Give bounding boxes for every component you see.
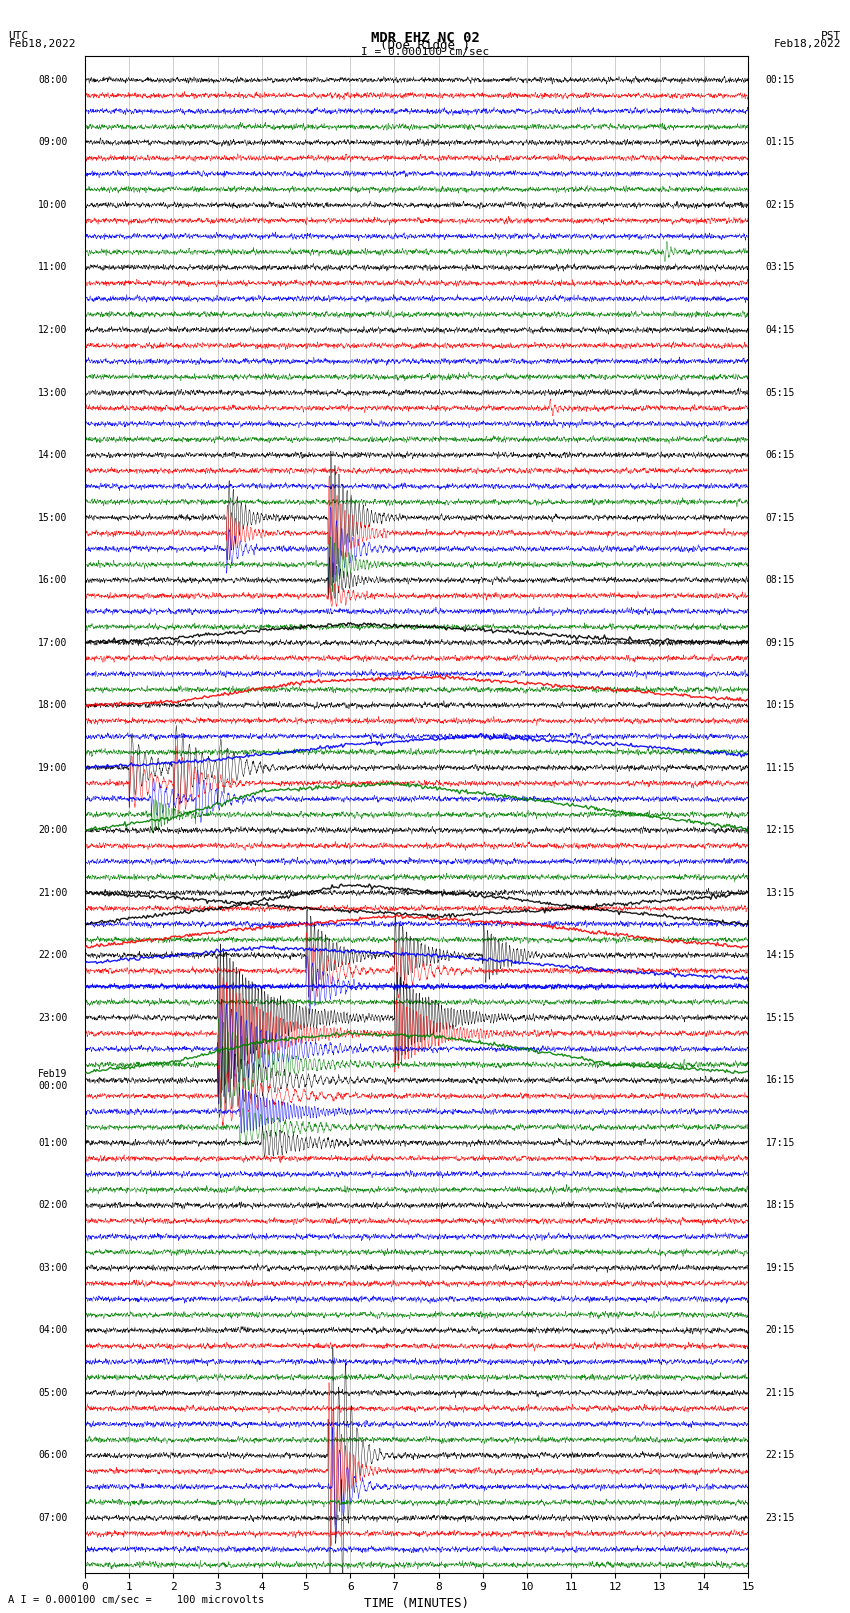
Text: 07:00: 07:00: [38, 1513, 67, 1523]
Text: 17:15: 17:15: [766, 1137, 795, 1148]
Text: 09:00: 09:00: [38, 137, 67, 147]
Text: 03:00: 03:00: [38, 1263, 67, 1273]
Text: 01:15: 01:15: [766, 137, 795, 147]
Text: 14:15: 14:15: [766, 950, 795, 960]
Text: A I = 0.000100 cm/sec =    100 microvolts: A I = 0.000100 cm/sec = 100 microvolts: [8, 1595, 264, 1605]
Text: 21:00: 21:00: [38, 887, 67, 898]
Text: 17:00: 17:00: [38, 637, 67, 648]
Text: 00:15: 00:15: [766, 74, 795, 85]
Text: 16:00: 16:00: [38, 576, 67, 586]
Text: 15:00: 15:00: [38, 513, 67, 523]
Text: I = 0.000100 cm/sec: I = 0.000100 cm/sec: [361, 47, 489, 56]
X-axis label: TIME (MINUTES): TIME (MINUTES): [364, 1597, 469, 1610]
Text: 03:15: 03:15: [766, 263, 795, 273]
Text: 04:00: 04:00: [38, 1326, 67, 1336]
Text: Feb18,2022: Feb18,2022: [774, 39, 842, 48]
Text: 13:00: 13:00: [38, 387, 67, 397]
Text: (Doe Ridge ): (Doe Ridge ): [380, 39, 470, 52]
Text: PST: PST: [821, 31, 842, 40]
Text: 07:15: 07:15: [766, 513, 795, 523]
Text: 14:00: 14:00: [38, 450, 67, 460]
Text: 23:00: 23:00: [38, 1013, 67, 1023]
Text: 22:15: 22:15: [766, 1450, 795, 1460]
Text: 21:15: 21:15: [766, 1387, 795, 1398]
Text: Feb19
00:00: Feb19 00:00: [38, 1069, 67, 1090]
Text: 23:15: 23:15: [766, 1513, 795, 1523]
Text: 11:00: 11:00: [38, 263, 67, 273]
Text: 05:15: 05:15: [766, 387, 795, 397]
Text: MDR EHZ NC 02: MDR EHZ NC 02: [371, 31, 479, 45]
Text: Feb18,2022: Feb18,2022: [8, 39, 76, 48]
Text: 08:15: 08:15: [766, 576, 795, 586]
Text: 20:00: 20:00: [38, 826, 67, 836]
Text: 18:00: 18:00: [38, 700, 67, 710]
Text: 10:15: 10:15: [766, 700, 795, 710]
Text: 19:15: 19:15: [766, 1263, 795, 1273]
Text: 01:00: 01:00: [38, 1137, 67, 1148]
Text: 02:15: 02:15: [766, 200, 795, 210]
Text: 06:15: 06:15: [766, 450, 795, 460]
Text: 12:00: 12:00: [38, 324, 67, 336]
Text: 05:00: 05:00: [38, 1387, 67, 1398]
Text: 20:15: 20:15: [766, 1326, 795, 1336]
Text: 12:15: 12:15: [766, 826, 795, 836]
Text: 19:00: 19:00: [38, 763, 67, 773]
Text: 13:15: 13:15: [766, 887, 795, 898]
Text: 18:15: 18:15: [766, 1200, 795, 1210]
Text: 16:15: 16:15: [766, 1076, 795, 1086]
Text: 06:00: 06:00: [38, 1450, 67, 1460]
Text: 10:00: 10:00: [38, 200, 67, 210]
Text: UTC: UTC: [8, 31, 29, 40]
Text: 09:15: 09:15: [766, 637, 795, 648]
Text: 22:00: 22:00: [38, 950, 67, 960]
Text: 15:15: 15:15: [766, 1013, 795, 1023]
Text: 04:15: 04:15: [766, 324, 795, 336]
Text: 11:15: 11:15: [766, 763, 795, 773]
Text: 02:00: 02:00: [38, 1200, 67, 1210]
Text: 08:00: 08:00: [38, 74, 67, 85]
